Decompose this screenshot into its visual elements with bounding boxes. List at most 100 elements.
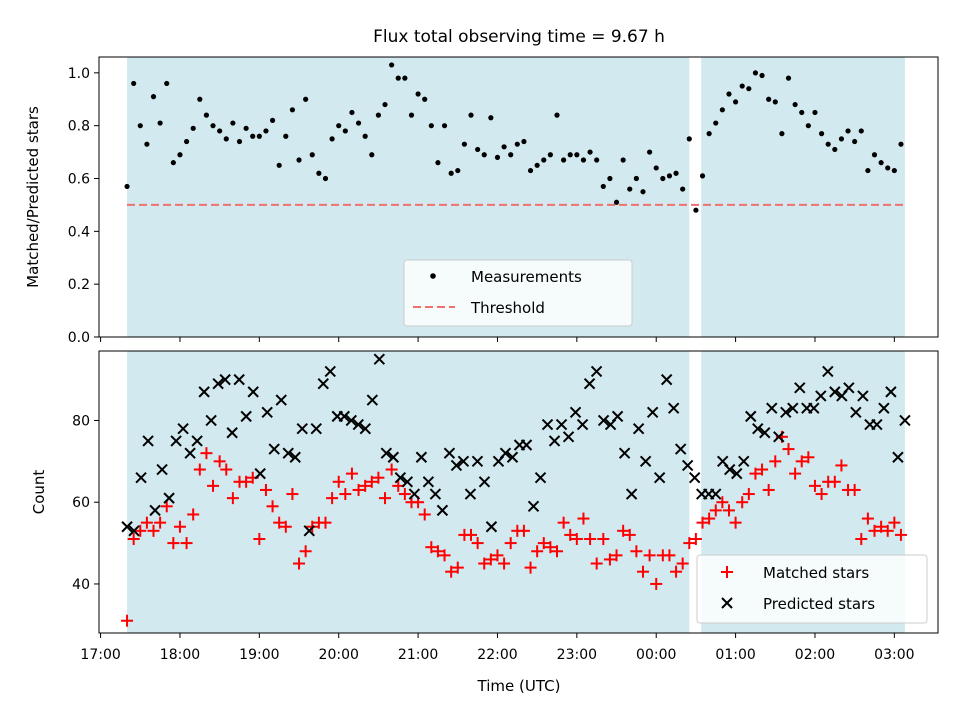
predicted-star-marker	[506, 451, 519, 463]
matched-star-marker	[517, 524, 530, 537]
top-ylabel: Matched/Predicted stars	[24, 106, 42, 288]
matched-star-marker	[848, 483, 861, 496]
measurement-point	[349, 109, 355, 116]
matched-star-marker	[279, 520, 292, 533]
legend-predicted-label: Predicted stars	[763, 595, 875, 613]
y-tick-label: 40	[72, 577, 90, 593]
predicted-star-marker	[261, 406, 273, 419]
measurement-point	[256, 133, 262, 139]
matched-star-marker	[689, 533, 702, 545]
predicted-star-marker	[338, 410, 350, 423]
matched-star-marker	[623, 528, 636, 541]
measurement-point	[210, 123, 216, 129]
measurement-point	[461, 141, 467, 147]
measurement-point	[435, 160, 441, 166]
matched-star-marker	[134, 524, 147, 537]
measurement-point	[852, 138, 858, 145]
matched-star-marker	[617, 524, 630, 537]
measurement-point	[779, 131, 785, 137]
predicted-star-marker	[759, 427, 771, 439]
measurement-point	[587, 149, 593, 155]
predicted-star-marker	[422, 476, 435, 488]
matched-star-marker	[253, 533, 266, 545]
predicted-star-marker	[815, 390, 827, 402]
matched-star-marker	[187, 508, 200, 521]
y-tick-label: 80	[72, 413, 90, 429]
predicted-star-marker	[822, 365, 834, 378]
predicted-star-marker	[731, 467, 743, 480]
predicted-star-marker	[478, 476, 491, 488]
measurement-point	[792, 101, 798, 108]
measurement-point	[369, 152, 375, 158]
matched-star-marker	[756, 463, 769, 476]
matched-star-marker	[868, 524, 881, 537]
predicted-star-marker	[163, 492, 175, 504]
matched-star-marker	[861, 512, 874, 525]
matched-star-marker	[478, 557, 491, 570]
x-tick-label: 03:00	[874, 647, 914, 663]
measurement-point	[303, 96, 309, 102]
measurement-point	[389, 62, 395, 68]
matched-star-marker	[240, 475, 253, 488]
measurement-point	[488, 115, 494, 121]
measurement-point	[818, 131, 825, 137]
matched-star-marker	[570, 533, 583, 545]
matched-star-marker	[670, 565, 683, 578]
measurement-point	[666, 173, 673, 179]
matched-star-marker	[643, 549, 656, 562]
predicted-star-marker	[745, 410, 757, 423]
measurement-point	[197, 96, 203, 102]
predicted-star-marker	[787, 402, 799, 414]
predicted-star-marker	[576, 418, 589, 431]
matched-star-marker	[531, 545, 544, 558]
matched-star-marker	[504, 537, 517, 550]
matched-star-marker	[550, 545, 563, 558]
matched-star-marker	[326, 492, 339, 505]
measurement-point	[157, 120, 163, 126]
matched-star-marker	[385, 463, 398, 476]
matched-star-marker	[372, 471, 385, 484]
top-axes-frame	[98, 56, 939, 338]
matched-star-marker	[167, 537, 180, 550]
predicted-star-marker	[170, 435, 182, 447]
x-tick-label: 17:00	[80, 647, 120, 663]
matched-star-marker	[683, 537, 696, 550]
measurement-point	[785, 75, 792, 81]
predicted-star-marker	[653, 471, 666, 484]
measurement-point	[838, 136, 845, 142]
matched-star-marker	[650, 577, 663, 590]
predicted-star-marker	[303, 525, 315, 537]
matched-star-marker	[815, 488, 828, 501]
measurement-point	[441, 123, 448, 129]
measurement-point	[415, 91, 421, 97]
predicted-star-marker	[380, 447, 393, 459]
measurement-point	[375, 112, 382, 118]
measurement-point	[514, 141, 520, 147]
matched-star-marker	[795, 455, 808, 468]
measurement-point	[647, 149, 653, 155]
predicted-star-marker	[583, 377, 596, 390]
predicted-star-marker	[829, 386, 841, 398]
predicted-star-marker	[359, 422, 372, 435]
top-legend: Measurements Threshold	[403, 259, 633, 327]
predicted-star-marker	[780, 406, 792, 419]
matched-star-marker	[630, 545, 643, 558]
measurement-point	[269, 117, 276, 123]
matched-star-marker	[147, 524, 160, 537]
bottom-ylabel: Count	[30, 470, 48, 515]
matched-star-marker	[445, 565, 458, 578]
legend-threshold-label: Threshold	[470, 299, 545, 317]
y-tick-label: 0.4	[68, 224, 90, 240]
measurement-point	[203, 112, 210, 118]
predicted-star-marker	[296, 422, 308, 435]
matched-star-marker	[636, 565, 649, 578]
bottom-legend: Matched stars Predicted stars	[696, 554, 928, 624]
measurement-point	[170, 160, 176, 166]
matched-star-marker	[716, 496, 729, 509]
measurement-point	[422, 96, 428, 102]
predicted-star-marker	[674, 443, 687, 455]
predicted-star-marker	[639, 455, 652, 468]
measurement-point	[574, 152, 580, 158]
matched-star-marker	[881, 524, 894, 537]
matched-star-marker	[696, 516, 709, 529]
